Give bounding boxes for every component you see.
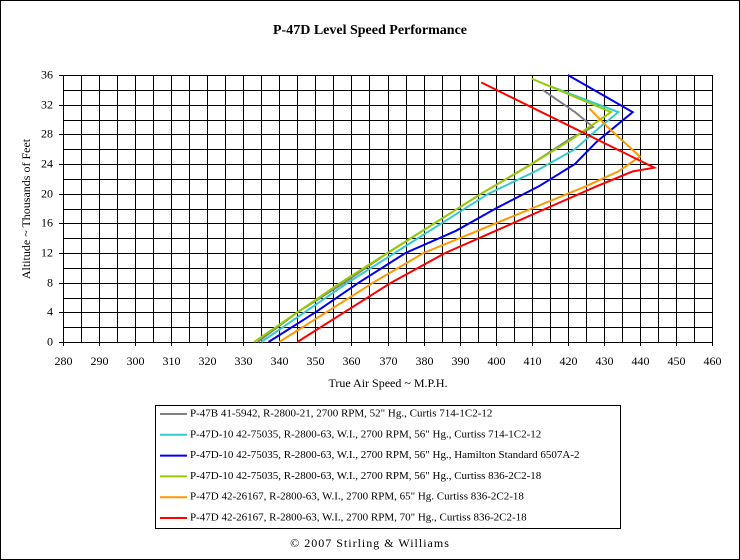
x-tick-label: 390 (452, 354, 470, 368)
x-tick-label: 330 (235, 354, 253, 368)
x-tick-label: 280 (55, 354, 73, 368)
x-tick-label: 310 (163, 354, 181, 368)
x-tick-label: 360 (343, 354, 361, 368)
legend-label: P-47B 41-5942, R-2800-21, 2700 RPM, 52" … (190, 408, 492, 420)
x-tick-label: 370 (380, 354, 398, 368)
x-tick-label: 410 (524, 354, 542, 368)
legend-label: P-47D 42-26167, R-2800-63, W.I., 2700 RP… (190, 491, 524, 503)
x-tick-label: 340 (271, 354, 289, 368)
x-tick-label: 450 (668, 354, 686, 368)
x-tick-label: 350 (307, 354, 325, 368)
y-tick-label: 20 (41, 186, 53, 200)
x-axis-label: True Air Speed ~ M.P.H. (328, 376, 447, 390)
y-tick-label: 0 (47, 334, 53, 348)
legend (155, 405, 621, 529)
legend-label: P-47D-10 42-75035, R-2800-63, W.I., 2700… (190, 470, 542, 482)
series-line (278, 107, 642, 343)
x-tick-label: 460 (704, 354, 722, 368)
y-axis-label: Altitude ~ Thousands of Feet (19, 138, 33, 279)
series-line (267, 74, 635, 343)
x-tick-label: 430 (596, 354, 614, 368)
x-tick-label: 380 (416, 354, 434, 368)
legend-label: P-47D-10 42-75035, R-2800-63, W.I., 2700… (190, 449, 579, 461)
chart-title: P-47D Level Speed Performance (273, 23, 467, 38)
x-tick-label: 400 (488, 354, 506, 368)
x-tick-label: 300 (127, 354, 145, 368)
y-tick-label: 12 (41, 245, 53, 259)
legend-label: P-47D 42-26167, R-2800-63, W.I., 2700 RP… (190, 512, 527, 524)
x-tick-label: 320 (199, 354, 217, 368)
y-tick-label: 32 (41, 97, 53, 111)
y-tick-label: 36 (41, 67, 53, 81)
x-tick-label: 440 (632, 354, 650, 368)
series-line (253, 77, 614, 343)
y-tick-label: 28 (41, 126, 53, 140)
x-tick-label: 420 (560, 354, 578, 368)
x-tick-label: 290 (91, 354, 109, 368)
footer: © 2007 Stirling & Williams (290, 536, 450, 550)
legend-label: P-47D-10 42-75035, R-2800-63, W.I., 2700… (190, 428, 541, 440)
y-tick-label: 16 (41, 215, 53, 229)
series-line (260, 85, 621, 343)
y-tick-label: 4 (47, 304, 53, 318)
series-line (296, 81, 658, 343)
y-tick-label: 8 (47, 275, 53, 289)
y-tick-label: 24 (41, 156, 53, 170)
